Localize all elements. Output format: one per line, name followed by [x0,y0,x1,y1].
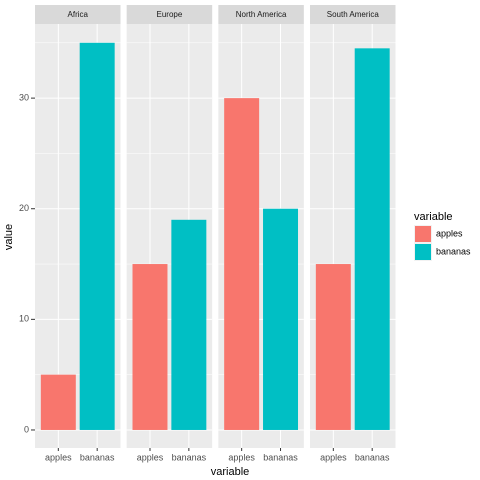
bar [132,264,168,430]
y-tick-label: 10 [19,314,29,324]
strip-label: North America [236,10,287,19]
legend-key [415,226,431,242]
y-tick-label: 30 [19,92,29,102]
x-tick-label: apples [45,452,72,462]
strip [35,5,121,24]
y-axis-label: value [3,224,15,250]
strip-label: South America [327,10,380,19]
bar [315,264,351,430]
bar [79,42,115,430]
legend-label: apples [436,228,463,238]
strip-label: Europe [157,10,183,19]
legend-label: bananas [436,246,471,256]
strip [310,5,396,24]
y-tick-label: 20 [19,203,29,213]
bar [263,208,299,430]
x-tick-label: bananas [355,452,390,462]
x-axis-label: variable [211,466,250,478]
legend-key [415,244,431,260]
bar [40,374,76,430]
bar [171,219,207,430]
x-tick-label: bananas [80,452,115,462]
x-tick-label: apples [228,452,255,462]
strip [218,5,304,24]
bar [354,48,390,430]
strip-label: Africa [68,10,89,19]
strip [126,5,213,24]
bar [224,98,260,430]
legend-title: variable [414,211,453,223]
x-tick-label: apples [320,452,347,462]
x-tick-label: apples [137,452,164,462]
y-tick-label: 0 [24,424,29,434]
x-tick-label: bananas [263,452,298,462]
x-tick-label: bananas [172,452,207,462]
